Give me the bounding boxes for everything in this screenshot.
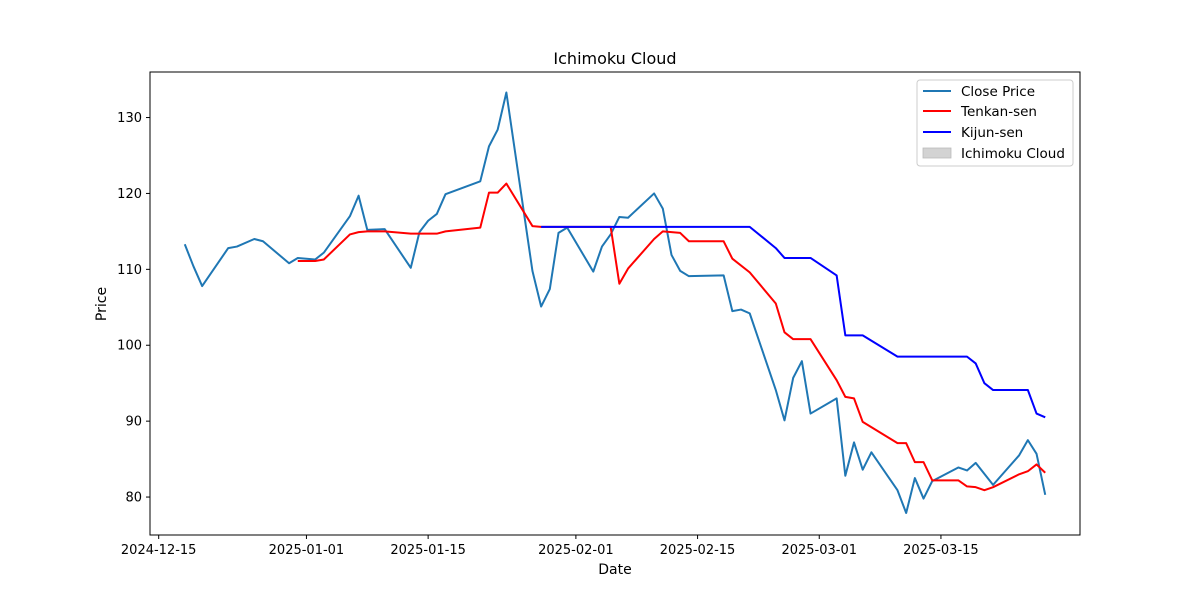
x-tick-label-1: 2025-01-01 [269,543,345,558]
chart-title: Ichimoku Cloud [553,49,676,68]
plot-frame [149,71,1081,536]
legend: Close Price Tenkan-sen Kijun-sen Ichimok… [916,79,1074,167]
series-line-0 [183,91,1047,514]
y-axis: 80 90 100 110 120 130 [117,111,150,506]
legend-swatch-ichimoku-cloud [922,147,952,159]
y-tick-label-0: 80 [125,491,142,506]
x-tick-label-6: 2025-03-15 [903,543,979,558]
x-axis-title: Date [598,562,631,578]
y-tick-label-3: 110 [117,263,142,278]
y-tick-label-1: 90 [125,415,142,430]
x-tick-label-2: 2025-01-15 [390,543,466,558]
series-line-1 [297,182,1046,492]
y-tick-label-5: 130 [117,111,142,126]
y-axis-title: Price [94,287,110,321]
y-tick-label-2: 100 [117,339,142,354]
x-tick-label-4: 2025-02-15 [660,543,736,558]
legend-label-kijun-sen: Kijun-sen [961,125,1023,141]
y-tick-label-4: 120 [117,187,142,202]
legend-label-close-price: Close Price [961,84,1035,100]
series-line-2 [541,225,1046,419]
x-tick-label-3: 2025-02-01 [538,543,614,558]
legend-label-ichimoku-cloud: Ichimoku Cloud [961,146,1065,162]
x-axis: 2024-12-15 2025-01-01 2025-01-15 2025-02-01… [121,535,979,558]
legend-label-tenkan-sen: Tenkan-sen [960,104,1037,120]
x-tick-label-0: 2024-12-15 [121,543,197,558]
legend-box [916,79,1074,167]
series-layer [183,91,1047,514]
x-tick-label-5: 2025-03-01 [781,543,857,558]
